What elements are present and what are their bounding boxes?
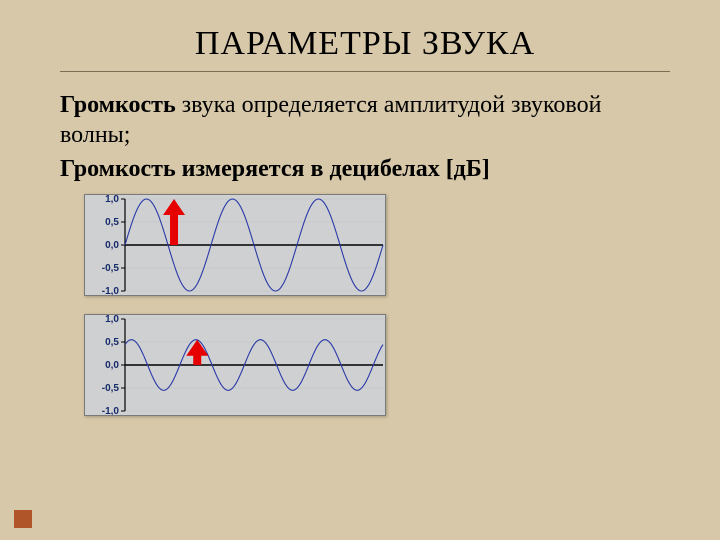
svg-text:0,5: 0,5 bbox=[105, 217, 119, 228]
svg-text:0,0: 0,0 bbox=[105, 360, 119, 371]
svg-text:0,0: 0,0 bbox=[105, 240, 119, 251]
svg-text:-1,0: -1,0 bbox=[102, 406, 120, 416]
charts-container: 1,0 0,5 0,0 -0,5 -1,0 1,0 0,5 0,0 -0,5 -1,0 bbox=[84, 194, 670, 416]
amplitude-chart-small: 1,0 0,5 0,0 -0,5 -1,0 bbox=[84, 314, 386, 416]
svg-text:0,5: 0,5 bbox=[105, 337, 119, 348]
svg-text:1,0: 1,0 bbox=[105, 194, 119, 205]
slide: ПАРАМЕТРЫ ЗВУКА Громкость звука определя… bbox=[0, 0, 720, 540]
svg-text:-0,5: -0,5 bbox=[102, 383, 120, 394]
svg-text:-1,0: -1,0 bbox=[102, 286, 120, 296]
svg-text:-0,5: -0,5 bbox=[102, 263, 120, 274]
amplitude-chart-large: 1,0 0,5 0,0 -0,5 -1,0 bbox=[84, 194, 386, 296]
paragraph-1-bold: Громкость bbox=[60, 92, 176, 118]
title-divider bbox=[60, 71, 670, 72]
svg-text:1,0: 1,0 bbox=[105, 314, 119, 325]
paragraph-1: Громкость звука определяется амплитудой … bbox=[60, 90, 670, 150]
page-title: ПАРАМЕТРЫ ЗВУКА bbox=[60, 25, 670, 63]
paragraph-2: Громкость измеряется в децибелах [дБ] bbox=[60, 154, 670, 184]
accent-square-icon bbox=[14, 510, 32, 528]
